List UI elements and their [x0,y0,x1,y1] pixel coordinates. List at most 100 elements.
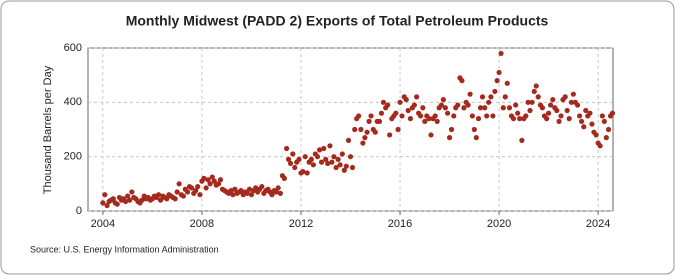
point [440,97,446,103]
point [432,113,438,119]
point [155,192,162,198]
point [417,113,424,119]
point [129,189,135,195]
point [527,107,533,114]
point [302,154,308,160]
point [502,94,508,100]
point [467,91,473,97]
point [368,113,374,119]
point [576,113,583,119]
point [578,118,585,124]
point [597,143,603,149]
point [558,113,564,119]
point [333,164,339,171]
point [411,102,417,108]
point [321,145,327,152]
point [533,83,539,89]
point [529,99,535,105]
point [104,202,110,209]
point [316,147,323,153]
point [601,118,607,124]
point [339,151,345,157]
point [488,94,494,100]
point [304,170,310,176]
plot-area [87,47,614,212]
point [100,200,106,206]
point [269,192,275,198]
point [564,107,570,114]
point [277,190,284,196]
point [110,196,116,202]
point [287,160,294,167]
point [574,102,581,108]
point [238,188,244,194]
point [195,183,201,190]
point [434,118,440,124]
point [426,116,432,122]
point [314,154,321,160]
point [341,167,347,173]
point [422,118,428,124]
x-tick-label: 2020 [487,218,511,230]
point [446,135,453,141]
point [246,186,253,192]
point [318,159,325,165]
point [211,178,217,184]
point [188,185,195,191]
point [285,156,292,162]
point [469,113,475,119]
point [525,99,531,105]
point [459,78,465,84]
point [494,78,500,84]
point [345,137,352,143]
point [420,105,426,111]
point [281,175,287,181]
point [444,110,451,116]
point [407,116,414,122]
point [519,137,525,143]
point [510,116,517,122]
point [498,50,504,57]
point [496,69,502,76]
point [535,94,541,100]
x-tick-label: 2004 [91,218,115,230]
point [603,135,609,141]
point [180,193,186,199]
point [490,113,496,119]
point [385,102,391,108]
x-tick-label: 2012 [289,218,313,230]
point [471,126,477,133]
point [506,105,513,111]
point [228,188,234,194]
point [125,193,131,199]
point [244,190,250,196]
point [475,116,482,122]
point [114,201,120,207]
point [335,156,341,162]
point [197,192,203,198]
y-tick-label: 600 [64,42,82,54]
point [399,113,405,119]
point [393,110,399,116]
point [215,181,222,187]
point [366,118,372,124]
point [556,118,562,124]
point [484,113,490,119]
point [205,177,211,183]
point [500,105,506,111]
source: Source: U.S. Energy Information Administ… [30,244,219,254]
point [323,156,329,162]
point [207,181,213,187]
point [358,126,364,133]
point [539,105,546,111]
point [451,113,457,119]
point [201,175,207,181]
point [217,177,224,183]
point [378,110,385,116]
point [547,102,554,108]
point [325,160,331,167]
point [609,110,616,116]
y-tick-label: 400 [64,96,82,108]
point [523,113,529,119]
